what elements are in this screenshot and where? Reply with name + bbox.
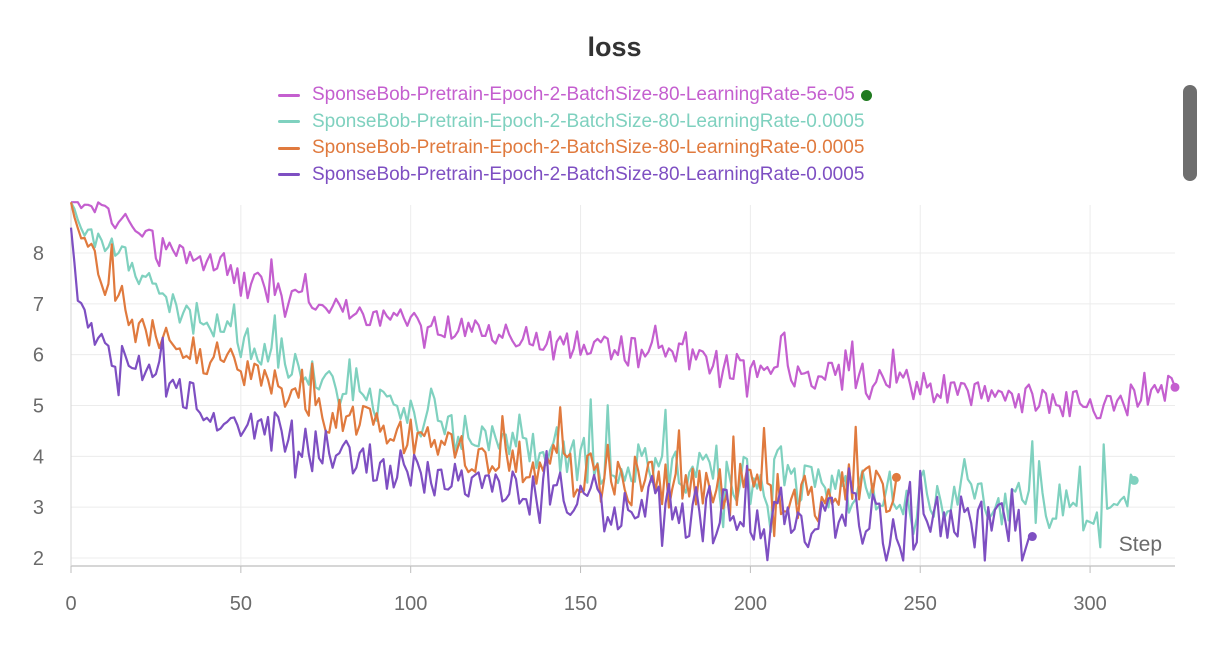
legend: SponseBob-Pretrain-Epoch-2-BatchSize-80-… [278, 82, 872, 188]
legend-item-5e-05[interactable]: SponseBob-Pretrain-Epoch-2-BatchSize-80-… [278, 82, 872, 109]
y-tick-label: 4 [33, 446, 44, 468]
scrollbar-thumb[interactable] [1183, 85, 1197, 181]
legend-item-0.0005-teal[interactable]: SponseBob-Pretrain-Epoch-2-BatchSize-80-… [278, 109, 872, 136]
series-end-point [1129, 475, 1139, 485]
legend-swatch [278, 173, 300, 177]
x-tick-label: 150 [564, 593, 597, 615]
legend-label: SponseBob-Pretrain-Epoch-2-BatchSize-80-… [312, 110, 865, 132]
legend-item-0.0005-purple[interactable]: SponseBob-Pretrain-Epoch-2-BatchSize-80-… [278, 162, 872, 189]
legend-swatch [278, 93, 300, 97]
x-tick-label: 50 [230, 593, 252, 615]
y-tick-label: 7 [33, 294, 44, 316]
legend-swatch [278, 120, 300, 124]
x-tick-label: 200 [734, 593, 767, 615]
legend-swatch [278, 146, 300, 150]
series-end-point [1170, 382, 1180, 392]
series-line [69, 201, 898, 538]
y-tick-label: 6 [33, 345, 44, 367]
x-tick-label: 0 [65, 593, 76, 615]
legend-item-0.0005-orange[interactable]: SponseBob-Pretrain-Epoch-2-BatchSize-80-… [278, 135, 872, 162]
y-tick-label: 5 [33, 396, 44, 418]
x-tick-label: 100 [394, 593, 427, 615]
legend-label: SponseBob-Pretrain-Epoch-2-BatchSize-80-… [312, 137, 865, 159]
chart-title: loss [587, 32, 642, 62]
series-end-point [891, 472, 901, 482]
x-tick-label: 250 [904, 593, 937, 615]
series-line [71, 201, 1177, 420]
x-tick-label: 300 [1073, 593, 1106, 615]
legend-label: SponseBob-Pretrain-Epoch-2-BatchSize-80-… [312, 84, 855, 106]
legend-label: SponseBob-Pretrain-Epoch-2-BatchSize-80-… [312, 163, 865, 185]
series-end-point [1027, 532, 1037, 542]
y-tick-label: 3 [33, 497, 44, 519]
x-axis-label: Step [1119, 533, 1162, 556]
y-tick-label: 8 [33, 243, 44, 265]
y-tick-label: 2 [33, 548, 44, 570]
running-status-dot-icon [860, 89, 872, 101]
series-line [70, 201, 1136, 549]
series-line [69, 227, 1033, 562]
